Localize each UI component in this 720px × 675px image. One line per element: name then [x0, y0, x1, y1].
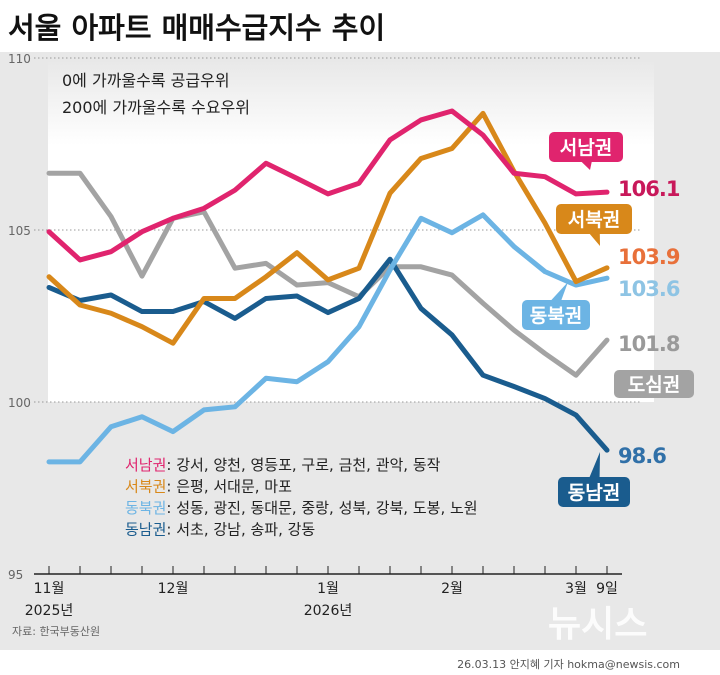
note-line-1: 0에 가까울수록 공급우위	[62, 71, 230, 90]
x-tick-label: 12월	[158, 581, 189, 597]
series-line-2	[46, 212, 610, 465]
y-tick-label: 95	[8, 568, 23, 582]
series-line-0	[46, 170, 610, 378]
series-end-value: 106.1	[618, 177, 680, 201]
y-tick-label: 100	[8, 396, 31, 410]
x-year-label: 2026년	[304, 603, 353, 619]
series-end-value: 98.6	[618, 444, 666, 468]
legend-district-list: : 은평, 서대문, 마포	[166, 478, 292, 496]
series-line-1	[46, 256, 610, 453]
series-label-box	[522, 300, 590, 330]
chart-title: 서울 아파트 매매수급지수 추이	[8, 11, 385, 45]
series-name-label: 동남권	[568, 482, 620, 504]
series-end-value: 101.8	[618, 332, 680, 356]
series-label-pointer	[589, 452, 600, 477]
series-line-4	[46, 108, 610, 263]
series-name-label: 도심권	[628, 374, 680, 396]
source-note: 자료: 한국부동산원	[12, 625, 100, 638]
x-tick-label: 1월	[317, 581, 339, 597]
credit-line: 26.03.13 안지혜 기자 hokma@newsis.com	[457, 658, 680, 671]
legend-region-name: 동남권	[125, 521, 166, 539]
series-label-pointer	[581, 162, 592, 170]
x-year-label: 2025년	[25, 603, 74, 619]
series-name-label: 서남권	[560, 137, 612, 159]
legend-item: 서남권: 강서, 양천, 영등포, 구로, 금천, 관악, 동작	[125, 456, 441, 474]
series-label-box	[614, 370, 694, 398]
series-end-value: 103.6	[618, 277, 680, 301]
legend-region-name: 서남권	[125, 456, 166, 474]
legend-district-list: : 강서, 양천, 영등포, 구로, 금천, 관악, 동작	[166, 456, 440, 474]
y-tick-label: 110	[8, 52, 31, 66]
series-label-pointer	[589, 234, 600, 246]
x-tick-label: 9일	[596, 581, 618, 597]
x-tick-label: 11월	[34, 581, 65, 597]
footer-band	[0, 650, 720, 675]
legend-district-list: : 서초, 강남, 송파, 강동	[166, 521, 315, 539]
x-tick-label: 3월	[565, 581, 587, 597]
legend-item: 서북권: 은평, 서대문, 마포	[125, 478, 292, 496]
series-name-label: 동북권	[530, 305, 582, 327]
series-label-box	[549, 132, 623, 162]
title-band	[0, 0, 720, 52]
legend-item: 동북권: 성동, 광진, 동대문, 중랑, 성북, 강북, 도봉, 노원	[125, 499, 478, 517]
legend-region-name: 서북권	[125, 478, 166, 496]
legend-region-name: 동북권	[125, 499, 166, 517]
series-label-pointer	[551, 282, 568, 300]
note-line-2: 200에 가까울수록 수요우위	[62, 98, 250, 117]
legend-item: 동남권: 서초, 강남, 송파, 강동	[125, 521, 315, 539]
series-label-box	[558, 477, 630, 507]
series-name-label: 서북권	[568, 209, 620, 231]
series-label-pointer	[622, 396, 660, 398]
series-label-box	[556, 204, 632, 234]
series-end-value: 103.9	[618, 245, 680, 269]
watermark-logo: 뉴시스	[548, 604, 647, 645]
y-tick-label: 105	[8, 224, 31, 238]
legend-district-list: : 성동, 광진, 동대문, 중랑, 성북, 강북, 도봉, 노원	[166, 499, 477, 517]
x-tick-label: 2월	[441, 581, 463, 597]
